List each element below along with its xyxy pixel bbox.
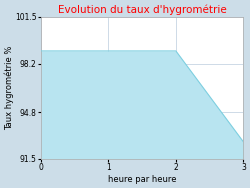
X-axis label: heure par heure: heure par heure xyxy=(108,175,176,184)
Y-axis label: Taux hygrométrie %: Taux hygrométrie % xyxy=(4,46,14,130)
Title: Evolution du taux d'hygrométrie: Evolution du taux d'hygrométrie xyxy=(58,4,226,15)
